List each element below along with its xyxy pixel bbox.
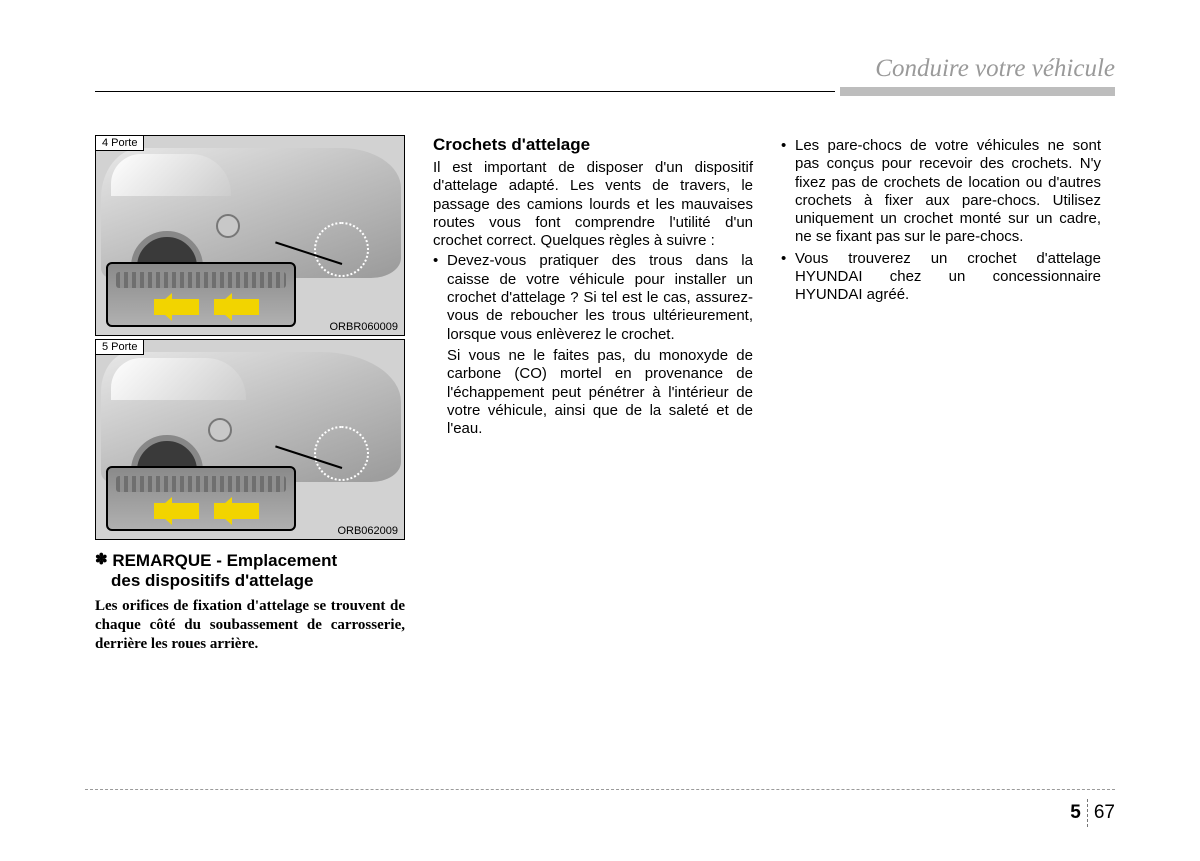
header-accent-bar xyxy=(840,87,1115,96)
figure-label: 5 Porte xyxy=(96,340,144,355)
bullet-list-right: Les pare-chocs de votre véhicules ne son… xyxy=(781,137,1101,305)
remark-body: Les orifices de fixation d'attelage se t… xyxy=(95,597,405,653)
figure-label: 4 Porte xyxy=(96,136,144,151)
page-in-chapter: 67 xyxy=(1088,802,1115,824)
figure-4-porte: 4 Porte ORBR060009 xyxy=(95,135,405,336)
header-rule xyxy=(95,91,835,92)
chapter-title: Conduire votre véhicule xyxy=(875,55,1115,83)
remark-title-line1: REMARQUE - Emplacement xyxy=(112,551,337,570)
column-middle: Crochets d'attelage Il est important de … xyxy=(433,135,753,653)
bullet-item: Devez-vous pratiquer des trous dans la c… xyxy=(433,252,753,343)
page-number: 5 67 xyxy=(1070,799,1115,827)
remark-prefix-icon: ✽ xyxy=(95,551,108,568)
intro-paragraph: Il est important de disposer d'un dispos… xyxy=(433,159,753,250)
manual-page: Conduire votre véhicule 4 Porte ORBR0600… xyxy=(0,0,1200,861)
figure-5-porte: 5 Porte ORB062009 xyxy=(95,339,405,540)
remark-heading: ✽ REMARQUE - Emplacement des dispositifs… xyxy=(95,550,405,591)
content-columns: 4 Porte ORBR060009 5 Porte ORB062009 ✽ xyxy=(95,135,1115,653)
column-right: Les pare-chocs de votre véhicules ne son… xyxy=(781,135,1101,653)
bullet-item: Les pare-chocs de votre véhicules ne son… xyxy=(781,137,1101,247)
figure-code: ORBR060009 xyxy=(330,321,399,333)
section-title-crochets: Crochets d'attelage xyxy=(433,135,753,155)
footer-rule xyxy=(85,789,1115,790)
column-left: 4 Porte ORBR060009 5 Porte ORB062009 ✽ xyxy=(95,135,405,653)
remark-title-line2: des dispositifs d'attelage xyxy=(95,571,405,591)
page-header: Conduire votre véhicule xyxy=(95,55,1115,100)
page-footer: 5 67 xyxy=(85,789,1115,829)
chapter-number: 5 xyxy=(1070,802,1087,824)
bullet-list-middle: Devez-vous pratiquer des trous dans la c… xyxy=(433,252,753,343)
bullet-item: Vous trouverez un crochet d'attelage HYU… xyxy=(781,250,1101,305)
figure-code: ORB062009 xyxy=(337,525,398,537)
bullet-continuation: Si vous ne le faites pas, du monoxyde de… xyxy=(433,347,753,438)
